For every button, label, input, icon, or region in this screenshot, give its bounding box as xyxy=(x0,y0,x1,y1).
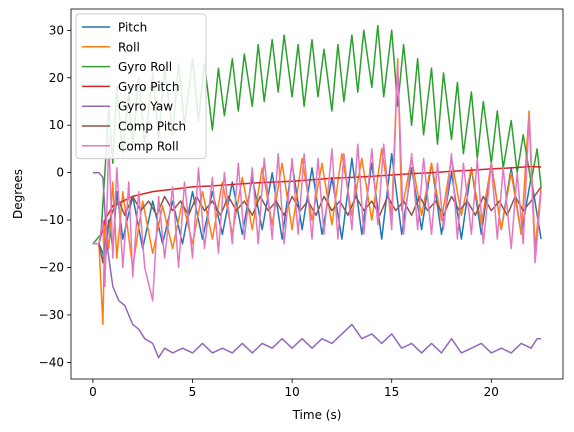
x-axis-label: Time (s) xyxy=(292,408,342,422)
legend-label: Comp Pitch xyxy=(118,120,186,134)
legend-label: Gyro Yaw xyxy=(118,100,173,114)
x-tick-label: 0 xyxy=(89,385,97,399)
x-tick-label: 5 xyxy=(189,385,197,399)
y-tick-label: 10 xyxy=(49,118,64,132)
y-tick-label: −30 xyxy=(39,308,64,322)
y-tick-label: −20 xyxy=(39,261,64,275)
legend-label: Comp Roll xyxy=(118,139,179,153)
x-tick-label: 15 xyxy=(384,385,399,399)
x-axis: 0 5 10 15 20 xyxy=(89,379,499,399)
x-tick-label: 10 xyxy=(284,385,299,399)
legend-label: Pitch xyxy=(118,21,147,35)
legend-box xyxy=(75,13,207,160)
series-line-gyro-yaw xyxy=(92,171,542,359)
y-tick-label: −10 xyxy=(39,213,64,227)
legend-label: Gyro Pitch xyxy=(118,80,179,94)
y-tick-label: 20 xyxy=(49,71,64,85)
y-axis: −40 −30 −20 −10 0 10 20 30 xyxy=(39,23,71,369)
series-line-comp-roll xyxy=(92,62,542,302)
x-tick-label: 20 xyxy=(484,385,499,399)
plot-frame xyxy=(70,8,564,380)
y-tick-label: −40 xyxy=(39,355,64,369)
y-axis-label: Degrees xyxy=(11,169,25,219)
y-tick-label: 0 xyxy=(56,166,64,180)
legend-label: Gyro Roll xyxy=(118,60,172,74)
y-tick-label: 30 xyxy=(49,23,64,37)
legend-label: Roll xyxy=(118,40,140,54)
legend: Pitch Roll Gyro Roll Gyro Pitch Gyro Yaw Comp… xyxy=(75,13,207,160)
